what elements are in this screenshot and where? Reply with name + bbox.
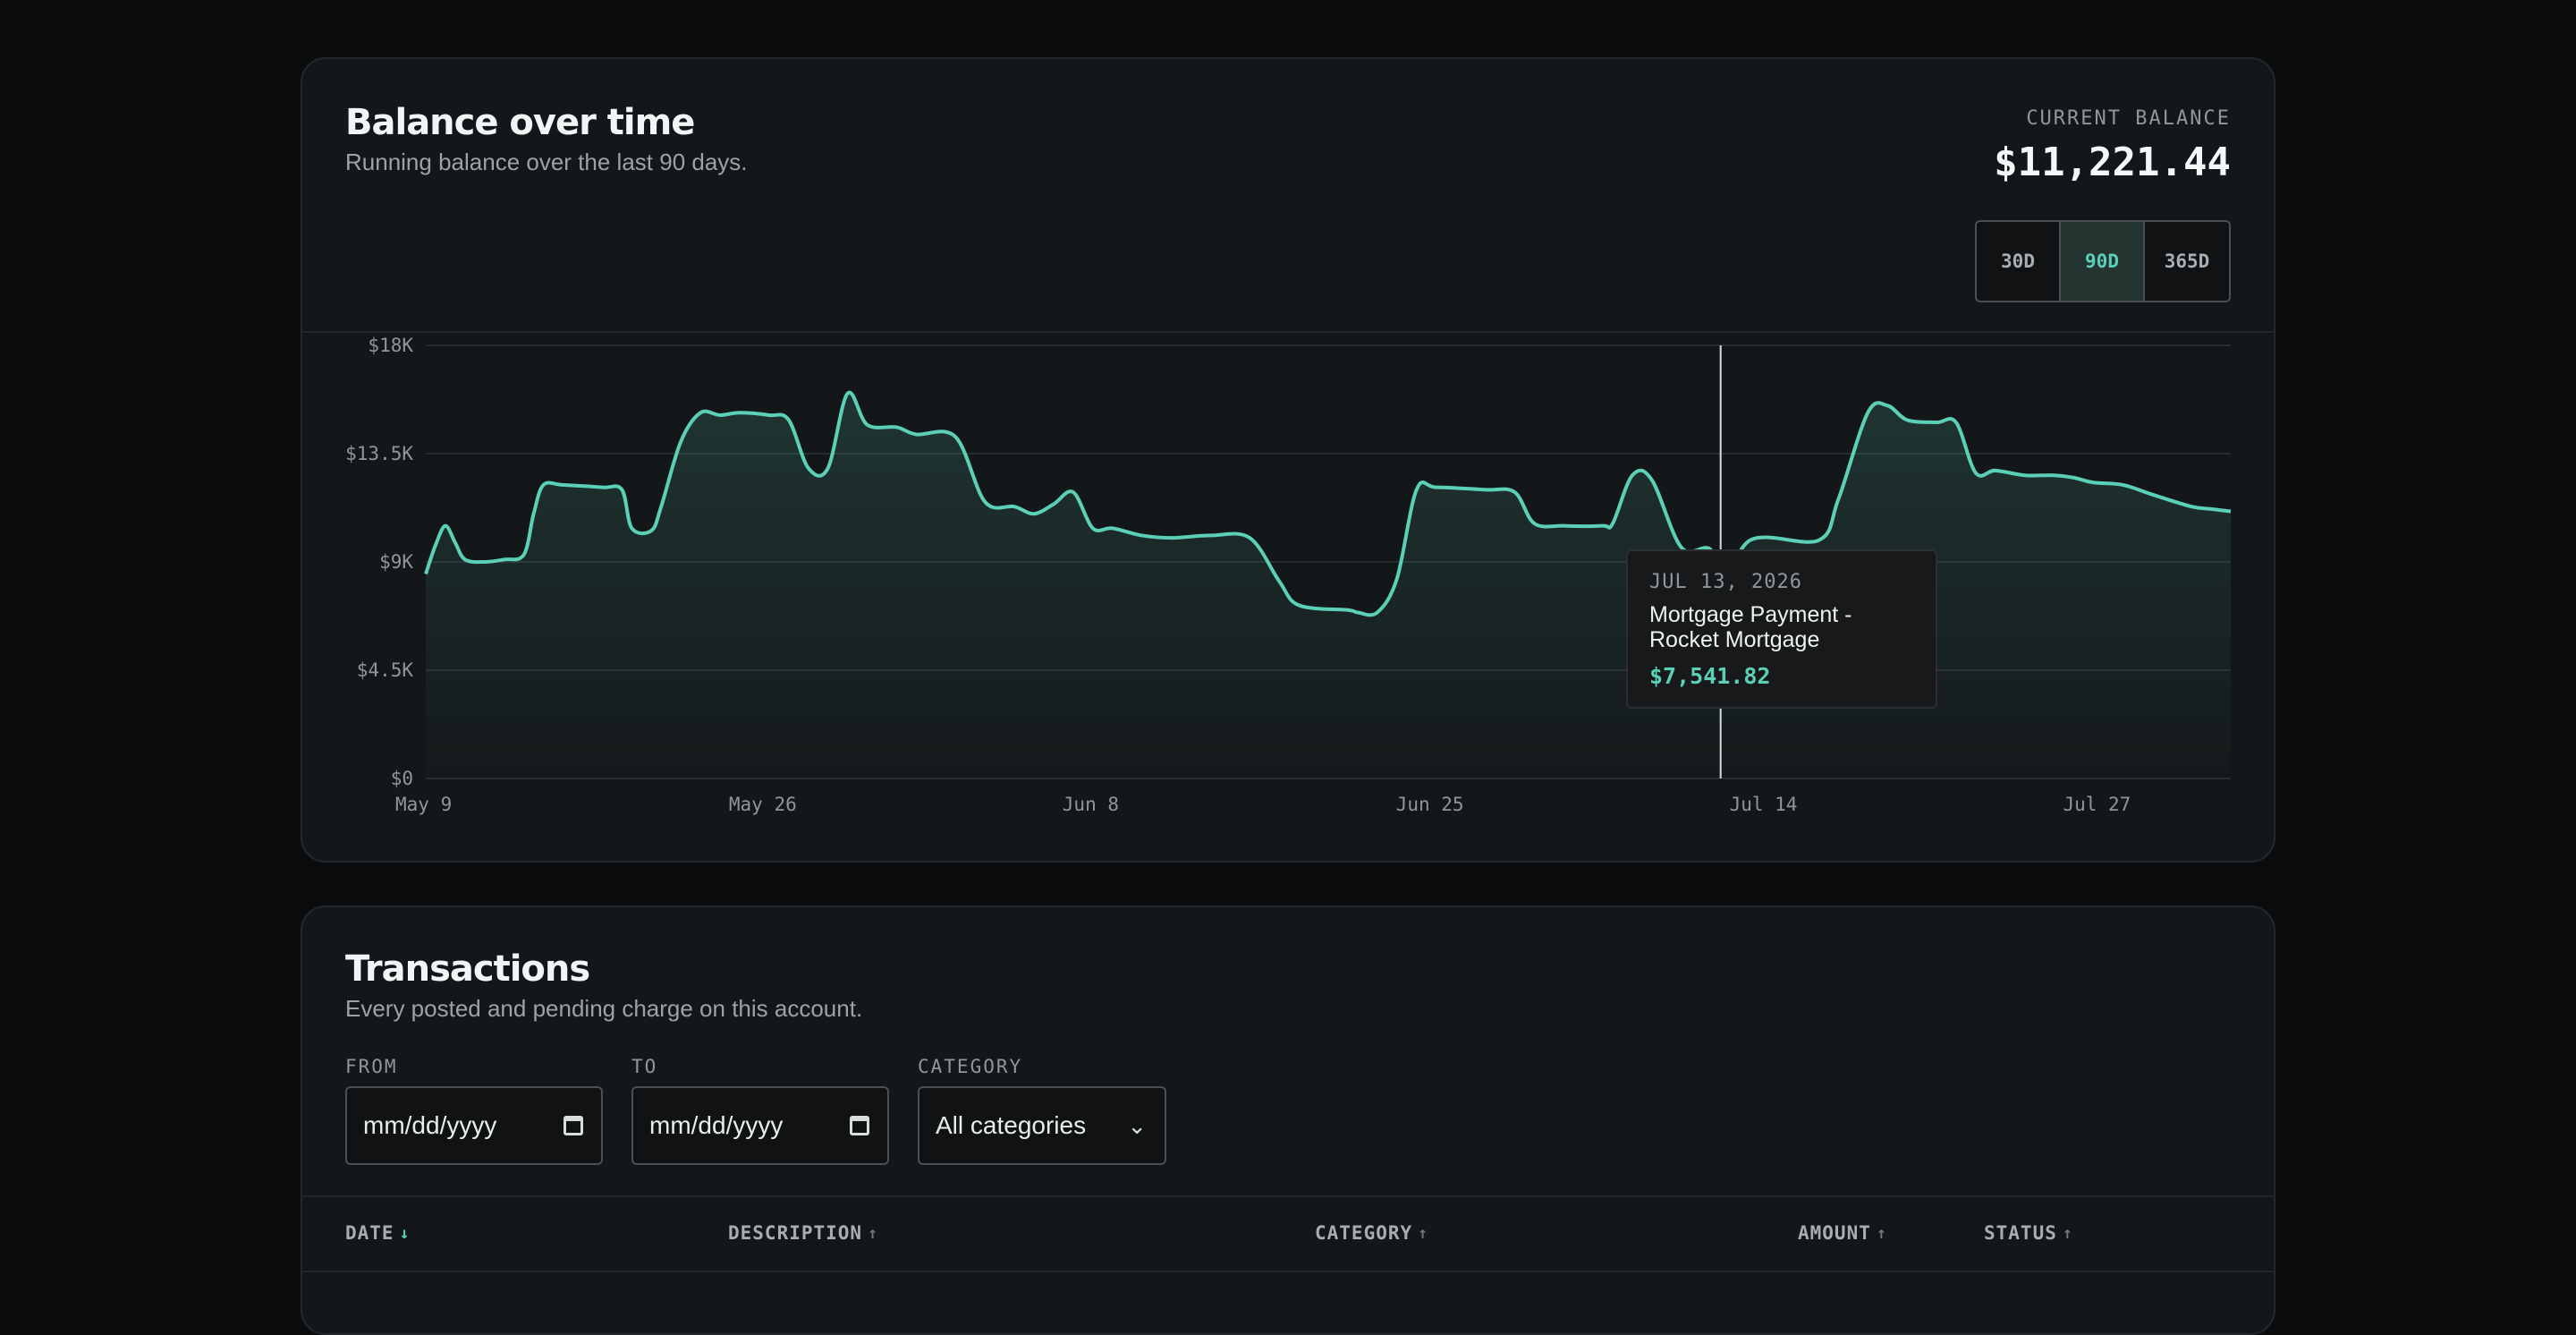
calendar-icon[interactable] — [564, 1116, 583, 1135]
tooltip-date: JUL 13, 2026 — [1649, 571, 1802, 593]
tooltip-description: Mortgage Payment - Rocket Mortgage — [1649, 602, 1852, 652]
calendar-icon[interactable] — [850, 1116, 869, 1135]
range-selector: 30D 90D 365D — [1975, 220, 2231, 302]
current-balance-value: $11,221.44 — [1994, 140, 2231, 185]
x-tick-label: May 26 — [729, 794, 797, 815]
range-365d-button[interactable]: 365D — [2145, 222, 2229, 301]
tooltip-amount: $7,541.82 — [1649, 663, 1771, 689]
transactions-subtitle: Every posted and pending charge on this … — [345, 995, 863, 1022]
balance-subtitle: Running balance over the last 90 days. — [345, 149, 748, 175]
to-label: TO — [631, 1056, 658, 1077]
x-tick-label: Jun 25 — [1396, 794, 1464, 815]
y-tick-label: $13.5K — [345, 443, 413, 464]
table-header: DATE ↓ DESCRIPTION ↑ CATEGORY ↑ AMOUNT ↑… — [302, 1195, 2274, 1272]
range-30d-button[interactable]: 30D — [1977, 222, 2061, 301]
column-header-category[interactable]: CATEGORY ↑ — [1315, 1222, 1428, 1244]
to-date-input[interactable]: mm/dd/yyyy — [631, 1086, 889, 1165]
category-label: CATEGORY — [918, 1056, 1023, 1077]
y-tick-label: $0 — [391, 768, 413, 789]
from-date-placeholder: mm/dd/yyyy — [363, 1111, 497, 1139]
from-label: FROM — [345, 1056, 398, 1077]
transactions-title: Transactions — [345, 948, 590, 990]
balance-area — [426, 392, 2231, 778]
current-balance-label: CURRENT BALANCE — [2026, 107, 2231, 130]
sort-asc-icon: ↑ — [1418, 1223, 1428, 1243]
transactions-card: Transactions Every posted and pending ch… — [301, 906, 2275, 1335]
sort-desc-icon: ↓ — [399, 1223, 411, 1243]
balance-chart[interactable]: $0 $4.5K $9K $13.5K $18K May 9 May 26 Jun 8 Jun … — [302, 59, 2275, 863]
category-select-value: All categories — [936, 1111, 1087, 1139]
y-tick-label: $18K — [368, 335, 413, 356]
balance-line — [424, 390, 2232, 617]
balance-card: Balance over time Running balance over t… — [301, 57, 2275, 863]
sort-asc-icon: ↑ — [2062, 1223, 2073, 1243]
from-date-input[interactable]: mm/dd/yyyy — [345, 1086, 603, 1165]
column-header-description[interactable]: DESCRIPTION ↑ — [728, 1222, 878, 1244]
x-tick-label: Jun 8 — [1063, 794, 1119, 815]
x-tick-label: Jul 14 — [1730, 794, 1798, 815]
x-tick-label: Jul 27 — [2063, 794, 2131, 815]
range-90d-button[interactable]: 90D — [2061, 222, 2145, 301]
column-header-status[interactable]: STATUS ↑ — [1984, 1222, 2073, 1244]
column-header-amount[interactable]: AMOUNT ↑ — [1798, 1222, 1887, 1244]
category-select[interactable]: All categories ⌄ — [918, 1086, 1166, 1165]
sort-asc-icon: ↑ — [1876, 1223, 1887, 1243]
sort-asc-icon: ↑ — [868, 1223, 878, 1243]
y-tick-label: $9K — [379, 551, 413, 573]
x-tick-label: May 9 — [395, 794, 452, 815]
chevron-down-icon: ⌄ — [1127, 1111, 1147, 1139]
chart-tooltip: JUL 13, 2026 Mortgage Payment - Rocket M… — [1626, 549, 1937, 709]
chart-divider — [302, 331, 2274, 333]
balance-title: Balance over time — [345, 102, 695, 143]
column-header-date[interactable]: DATE ↓ — [345, 1222, 411, 1244]
y-tick-label: $4.5K — [357, 659, 414, 681]
to-date-placeholder: mm/dd/yyyy — [649, 1111, 784, 1139]
